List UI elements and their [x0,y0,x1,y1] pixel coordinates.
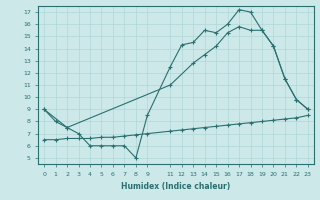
X-axis label: Humidex (Indice chaleur): Humidex (Indice chaleur) [121,182,231,191]
